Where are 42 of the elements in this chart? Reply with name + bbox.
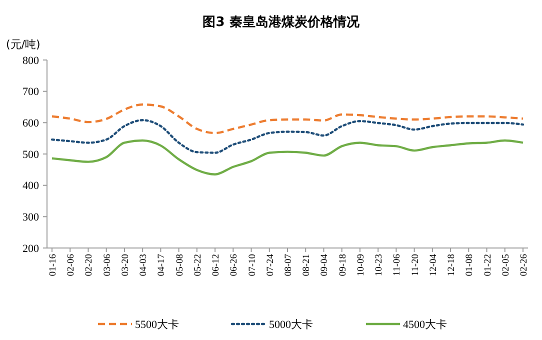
y-tick-label: 700 [22, 86, 40, 98]
x-tick-label: 05-08 [175, 254, 186, 276]
x-tick-label: 11-20 [410, 254, 421, 276]
x-tick-label: 10-23 [374, 254, 385, 276]
x-tick-label: 11-06 [392, 254, 403, 276]
y-tick-label: 300 [22, 212, 40, 224]
line-series [50, 119, 524, 154]
x-tick-label: 09-04 [320, 254, 330, 276]
x-tick-label: 02-06 [66, 254, 77, 276]
y-tick-label: 600 [22, 118, 40, 130]
x-tick-label: 02-05 [501, 254, 512, 276]
x-tick-label: 02-20 [84, 254, 95, 276]
legend-label: 5000大卡 [269, 318, 313, 331]
y-tick-label: 800 [22, 54, 40, 67]
x-tick-label: 01-16 [48, 254, 58, 276]
x-tick-label: 01-22 [483, 254, 494, 276]
x-tick-label: 08-21 [302, 254, 312, 276]
x-tick-label: 02-26 [520, 254, 530, 276]
x-tick-label: 03-06 [102, 254, 113, 276]
x-tick-label: 04-17 [157, 254, 168, 276]
x-tick-label: 09-18 [338, 254, 348, 276]
x-tick-label: 03-20 [120, 254, 131, 276]
legend-label: 5500大卡 [135, 318, 179, 331]
x-tick-label: 12-04 [428, 254, 439, 276]
x-tick-label: 01-08 [465, 254, 476, 276]
line-series [50, 139, 524, 176]
x-tick-label: 05-22 [193, 254, 204, 276]
x-tick-label: 04-03 [139, 254, 150, 276]
chart-title: 图3 秦皇岛港煤炭价格情况 [202, 15, 360, 30]
x-tick-label: 07-10 [248, 254, 258, 276]
x-tick-label: 06-26 [230, 254, 240, 276]
x-tick-label: 12-18 [447, 254, 458, 276]
legend-label: 4500大卡 [403, 318, 447, 331]
y-axis-title: (元/吨) [6, 38, 40, 51]
x-tick-label: 06-12 [212, 254, 222, 276]
x-tick-label: 10-09 [356, 254, 366, 276]
x-tick-label: 08-07 [284, 254, 294, 276]
y-tick-label: 500 [22, 148, 40, 161]
line-series [50, 103, 524, 134]
x-tick-label: 07-24 [266, 254, 276, 276]
y-tick-label: 400 [22, 180, 40, 192]
y-tick-label: 200 [22, 242, 40, 255]
